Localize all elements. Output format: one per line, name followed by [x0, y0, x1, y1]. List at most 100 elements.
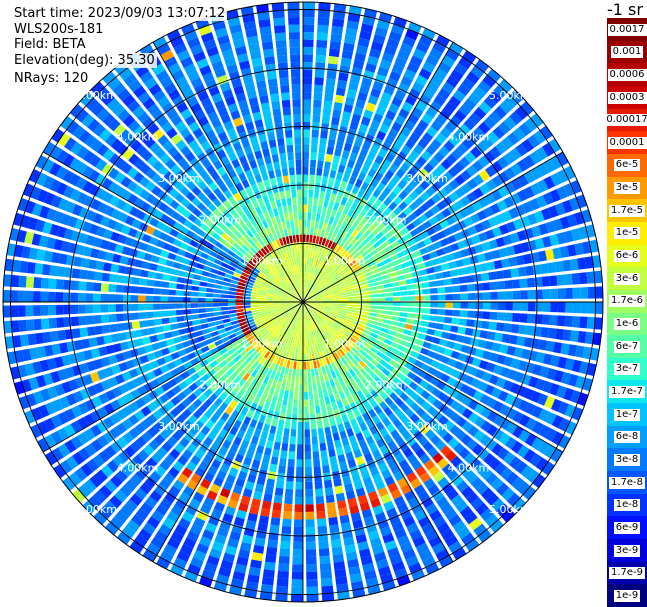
range-bin [419, 247, 429, 255]
azimuth-spoke [42, 151, 304, 303]
range-ring-label: 1.00km [241, 255, 283, 268]
range-bin [314, 398, 320, 407]
range-bin [274, 308, 282, 312]
range-bin [282, 269, 288, 277]
range-bin [275, 331, 281, 339]
range-bin [102, 113, 116, 127]
range-bin [270, 370, 277, 380]
range-bin [518, 414, 531, 427]
range-bin [35, 155, 48, 170]
range-bin [325, 297, 333, 300]
range-bin [375, 512, 387, 523]
range-bin [316, 510, 326, 520]
range-bin [219, 223, 228, 232]
range-bin [142, 336, 151, 345]
range-bin [234, 343, 243, 351]
range-bin [310, 302, 318, 305]
range-bin [333, 101, 343, 111]
range-bin [439, 338, 448, 347]
range-bin [328, 283, 337, 289]
range-bin [381, 240, 391, 248]
range-bin [423, 162, 434, 174]
range-bin [446, 376, 457, 387]
range-bin [187, 37, 201, 49]
range-bin [99, 215, 111, 227]
range-bin [297, 296, 303, 302]
range-bin [332, 324, 340, 330]
range-bin [374, 257, 383, 264]
range-bin [285, 137, 293, 146]
range-bin [317, 427, 325, 437]
range-bin [187, 332, 197, 340]
range-bin [461, 532, 475, 546]
range-bin [325, 153, 333, 163]
range-bin [221, 310, 229, 315]
range-bin [168, 296, 176, 302]
range-bin [280, 299, 289, 302]
range-bin [151, 173, 163, 185]
range-bin [170, 210, 181, 221]
range-bin [304, 257, 308, 265]
range-bin [407, 307, 416, 313]
range-bin [426, 126, 438, 138]
range-bin [470, 213, 481, 224]
range-bin [446, 234, 457, 244]
range-bin [498, 79, 513, 93]
range-bin [210, 347, 219, 355]
range-bin [115, 284, 124, 293]
range-bin [202, 186, 212, 197]
range-bin [170, 268, 180, 276]
range-bin [249, 419, 258, 429]
range-bin [490, 291, 498, 300]
range-bin [432, 41, 447, 54]
range-bin [406, 167, 417, 179]
range-bin [363, 477, 373, 487]
range-bin [437, 427, 448, 439]
range-bin [506, 492, 521, 507]
range-bin [339, 157, 348, 166]
range-bin [169, 176, 180, 187]
range-bin [102, 262, 112, 272]
range-bin [472, 160, 484, 173]
range-bin [477, 80, 492, 94]
range-bin [277, 138, 285, 147]
range-bin [314, 287, 322, 294]
range-bin [149, 217, 160, 228]
range-bin [246, 89, 257, 100]
range-bin [504, 393, 516, 406]
range-bin [513, 218, 524, 230]
range-bin [272, 449, 280, 458]
range-bin [523, 186, 535, 199]
range-bin [323, 323, 330, 330]
field-label: Field: BETA [12, 37, 88, 52]
range-bin [363, 191, 372, 201]
range-bin [132, 357, 142, 367]
range-bin [348, 246, 356, 254]
range-bin [243, 416, 252, 426]
range-bin [326, 207, 333, 217]
range-bin [249, 402, 258, 412]
range-bin [81, 338, 91, 349]
range-bin [307, 249, 311, 258]
range-bin [281, 279, 288, 287]
range-bin [394, 114, 406, 126]
range-bin [311, 436, 318, 445]
range-bin [250, 350, 258, 358]
range-bin [464, 355, 475, 365]
range-bin [436, 279, 445, 287]
range-bin [254, 371, 262, 380]
range-bin [307, 323, 311, 332]
range-bin [504, 312, 513, 322]
range-bin [198, 393, 208, 403]
range-bin [286, 328, 291, 337]
range-bin [319, 359, 324, 367]
range-bin [100, 304, 109, 313]
range-bin [254, 318, 262, 324]
range-bin [317, 367, 323, 376]
range-bin [269, 386, 276, 395]
range-bin [328, 281, 336, 287]
range-bin [182, 235, 192, 245]
range-bin [511, 279, 521, 289]
range-bin [489, 519, 504, 533]
range-bin [169, 275, 178, 283]
